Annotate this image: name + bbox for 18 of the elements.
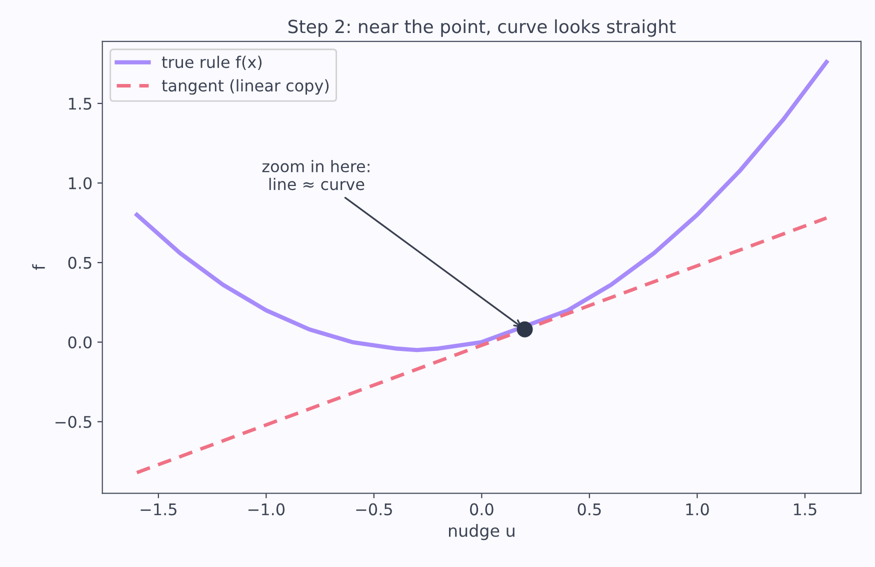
x-tick-label: 1.0 bbox=[686, 503, 709, 516]
annotation: zoom in here: line ≈ curve bbox=[262, 160, 370, 190]
x-tick-label: −0.5 bbox=[356, 503, 392, 516]
x-tick-label: 0.5 bbox=[578, 503, 601, 516]
x-tick-label: 1.5 bbox=[794, 504, 816, 516]
legend-label: tangent (linear copy) bbox=[162, 79, 329, 95]
x-axis-title: nudge u bbox=[449, 524, 514, 540]
x-tick-label: −1.0 bbox=[248, 503, 284, 516]
y-tick-label: −0.5 bbox=[56, 416, 92, 428]
y-tick-label: 1.5 bbox=[69, 98, 92, 110]
y-axis-title: f bbox=[32, 264, 45, 270]
chart-title: Step 2: near the point, curve looks straight bbox=[288, 19, 676, 37]
y-tick-label: 0.0 bbox=[68, 336, 92, 348]
y-tick-label: 1.0 bbox=[69, 177, 92, 190]
x-tick-label: −1.5 bbox=[140, 504, 176, 516]
legend-label: true rule f(x) bbox=[162, 56, 262, 70]
x-tick-label: 0.0 bbox=[470, 503, 494, 516]
y-tick-label: 0.5 bbox=[68, 256, 92, 269]
